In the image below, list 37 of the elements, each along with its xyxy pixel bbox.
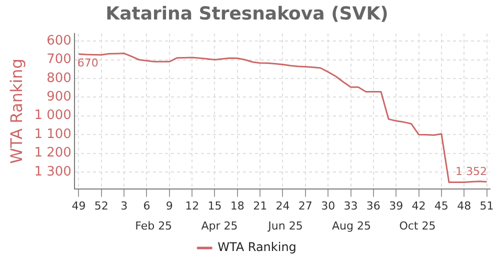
y-tick-label: 1 300	[34, 164, 72, 180]
x-tick-label: 9	[166, 199, 173, 212]
x-tick-label: 18	[230, 199, 244, 212]
x-tick-label: 49	[72, 199, 86, 212]
text: Apr 25	[201, 219, 238, 232]
x-tick-label: 33	[344, 199, 358, 212]
x-tick-label: 51	[480, 199, 494, 212]
text: Feb 25	[135, 219, 172, 232]
y-axis-title: WTA Ranking	[6, 58, 26, 164]
chart-title: Katarina Stresnakova (SVK)	[106, 3, 388, 24]
x-tick-label: 24	[276, 199, 290, 212]
y-tick-label: 800	[46, 70, 72, 86]
legend-label: WTA Ranking	[218, 240, 296, 254]
text: Oct 25	[399, 219, 436, 232]
data-label: 1 352	[456, 165, 488, 178]
x-tick-label: 42	[412, 199, 426, 212]
x-tick-label: 30	[321, 199, 336, 212]
y-tick-label: 600	[46, 33, 72, 48]
text: Jun 25	[267, 219, 303, 232]
y-tick-label: 700	[46, 52, 72, 68]
text: Aug 25	[332, 219, 371, 232]
x-tick-label: 6	[143, 199, 150, 212]
x-tick-label: 12	[185, 199, 200, 212]
y-tick-label: 1 100	[34, 126, 72, 142]
x-tick-label: 45	[434, 199, 448, 212]
x-tick-label: 39	[389, 199, 404, 212]
y-tick-label: 1 200	[34, 146, 72, 161]
x-tick-label: 15	[208, 199, 222, 212]
x-tick-label: 52	[94, 199, 108, 212]
x-tick-label: 3	[120, 199, 128, 212]
y-tick-label: 1 000	[34, 108, 72, 124]
x-tick-label: 36	[366, 199, 380, 212]
data-label: 670	[77, 56, 98, 70]
x-tick-label: 27	[298, 199, 312, 212]
y-tick-label: 900	[46, 90, 72, 105]
x-tick-label: 21	[253, 199, 268, 212]
x-tick-label: 48	[457, 199, 472, 212]
